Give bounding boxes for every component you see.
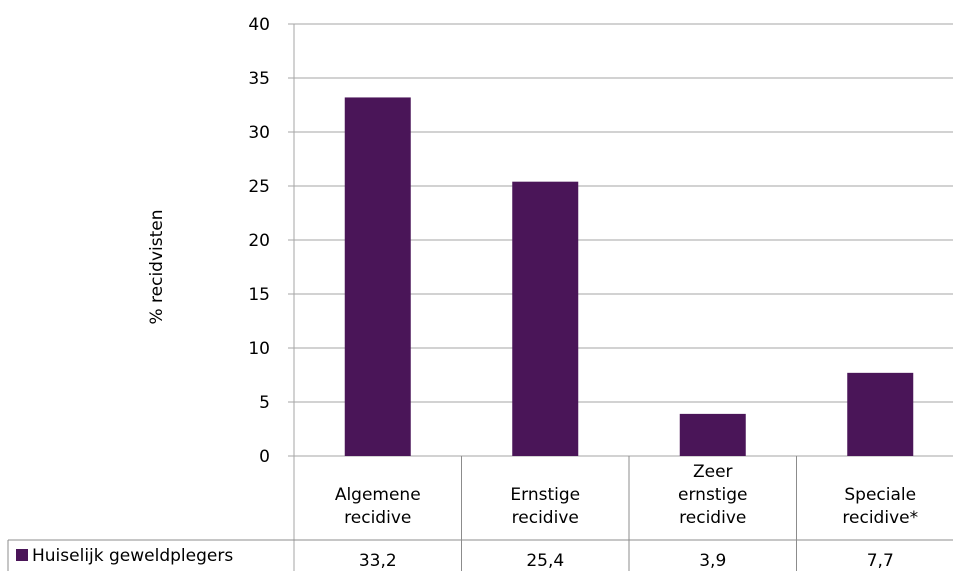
y-tick-label: 20	[248, 231, 270, 251]
category-label: Zeer ernstige recidive	[678, 462, 747, 528]
y-tick-label: 15	[248, 285, 270, 305]
legend-label: Huiselijk geweldplegers	[32, 546, 233, 566]
y-tick-label: 10	[248, 339, 270, 359]
data-value-label: 33,2	[359, 551, 397, 571]
data-table: Algemene recidive Ernstige recidive Zeer erns…	[7, 456, 953, 571]
data-value-label: 7,7	[867, 551, 894, 571]
y-axis-label: % recidvisten	[147, 209, 167, 324]
y-tick-label: 35	[248, 69, 270, 89]
data-value-label: 25,4	[526, 551, 564, 571]
bar	[512, 181, 579, 456]
bar	[344, 97, 411, 456]
category-label: Algemene recidive	[335, 485, 421, 528]
y-tick-label: 30	[248, 123, 270, 143]
legend-swatch	[16, 549, 28, 561]
category-label: Ernstige recidive	[510, 485, 580, 528]
data-value-label: 3,9	[699, 551, 726, 571]
y-axis-ticks: 0 5 10 15 20 25 30 35 40	[248, 15, 270, 467]
bar	[679, 413, 746, 456]
category-label: Speciale recidive*	[842, 485, 918, 528]
bars	[344, 97, 914, 456]
y-tick-label: 40	[248, 15, 270, 35]
y-tick-label: 0	[259, 447, 270, 467]
y-tick-label: 25	[248, 177, 270, 197]
bar	[847, 372, 914, 456]
y-tick-label: 5	[259, 393, 270, 413]
